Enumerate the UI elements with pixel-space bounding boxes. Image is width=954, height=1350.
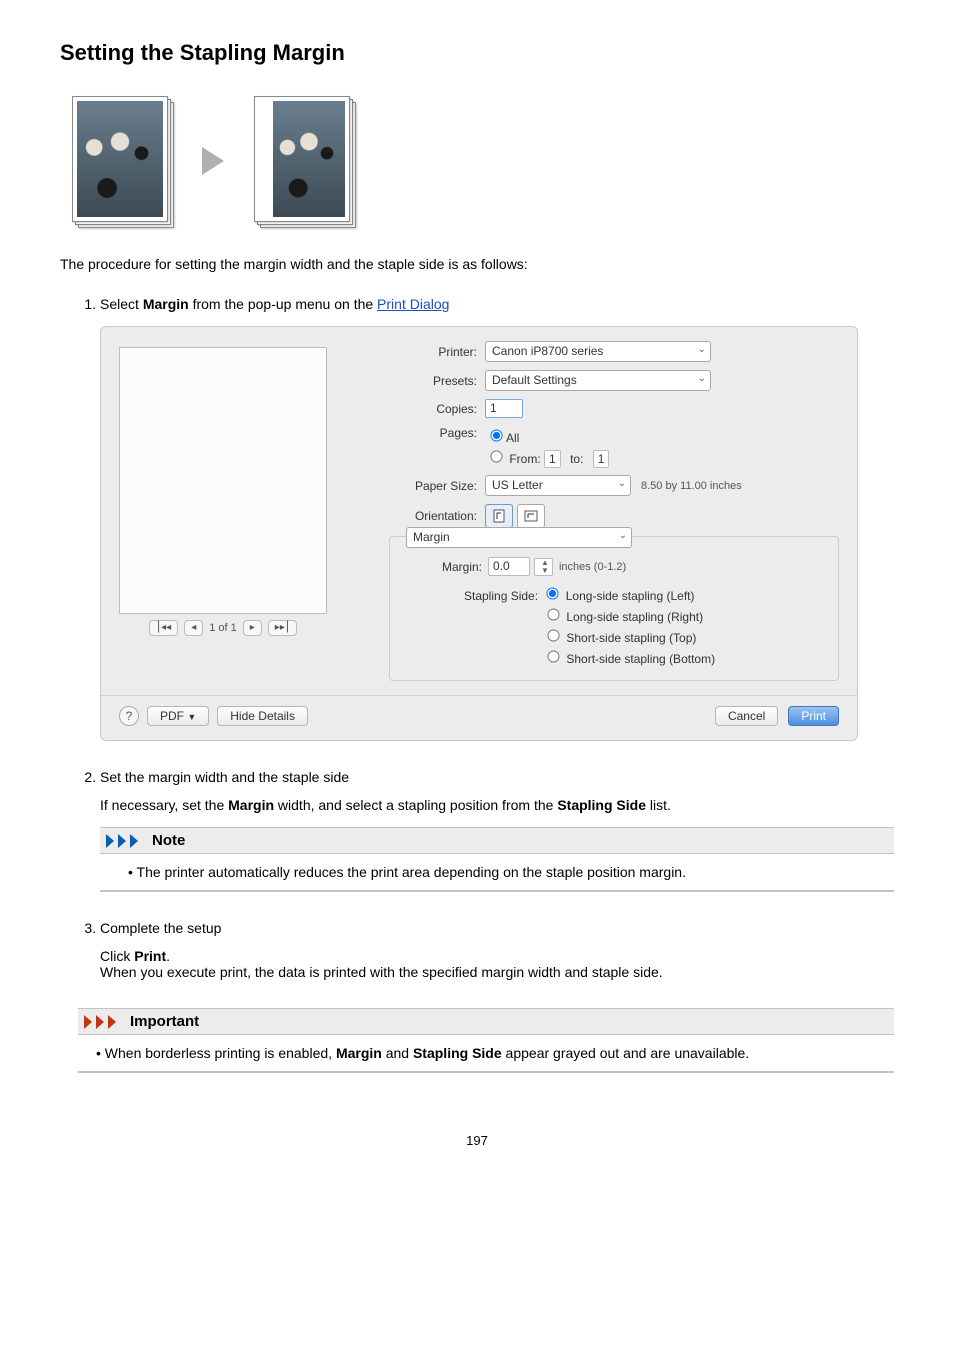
stapling-option-2-label: Short-side stapling (Top) (566, 631, 696, 645)
pager-next-button[interactable]: ▸ (243, 620, 262, 636)
note-text: The printer automatically reduces the pr… (137, 864, 686, 880)
arrow-icon (202, 147, 224, 175)
important-b1: Margin (336, 1045, 382, 1061)
from-label: From: (509, 452, 540, 466)
print-dialog-link[interactable]: Print Dialog (377, 296, 449, 312)
step3-post1: . (166, 948, 170, 964)
stapling-option-0-radio[interactable] (547, 588, 559, 600)
copies-input[interactable]: 1 (485, 399, 523, 418)
important-icon (84, 1015, 124, 1029)
step-1: Select Margin from the pop-up menu on th… (100, 296, 894, 741)
stapling-option-3-radio[interactable] (548, 651, 560, 663)
step3-b1: Print (134, 948, 166, 964)
preview-pager: ⎮◂◂ ◂ 1 of 1 ▸ ▸▸⎮ (119, 620, 327, 636)
stapling-option-0-label: Long-side stapling (Left) (566, 589, 695, 603)
pager-prev-button[interactable]: ◂ (184, 620, 203, 636)
important-callout: Important • When borderless printing is … (78, 1008, 894, 1073)
orientation-label: Orientation: (389, 509, 485, 523)
margin-input[interactable]: 0.0 (488, 557, 530, 576)
margin-units: inches (0-1.2) (559, 561, 626, 573)
step2-b2: Stapling Side (557, 797, 646, 813)
intro-text: The procedure for setting the margin wid… (60, 256, 894, 272)
important-mid: and (382, 1045, 413, 1061)
important-b2: Stapling Side (413, 1045, 502, 1061)
cancel-button[interactable]: Cancel (715, 706, 778, 726)
step1-post: from the pop-up menu on the (189, 296, 377, 312)
page-title: Setting the Stapling Margin (60, 40, 894, 66)
pager-first-button[interactable]: ⎮◂◂ (149, 620, 178, 636)
presets-label: Presets: (389, 374, 485, 388)
help-button[interactable]: ? (119, 706, 139, 726)
margin-label: Margin: (442, 560, 482, 574)
pages-label: Pages: (389, 426, 485, 440)
step1-bold: Margin (143, 296, 189, 312)
printer-select[interactable]: Canon iP8700 series (485, 341, 711, 362)
step2-mid: width, and select a stapling position fr… (274, 797, 557, 813)
stapling-option-1-label: Long-side stapling (Right) (566, 610, 703, 624)
step3-line2: When you execute print, the data is prin… (100, 964, 663, 980)
to-label: to: (570, 452, 583, 466)
print-dialog-screenshot: ⎮◂◂ ◂ 1 of 1 ▸ ▸▸⎮ Printer: Canon iP8700… (100, 326, 858, 741)
paper-size-select[interactable]: US Letter (485, 475, 631, 496)
pdf-menu-button[interactable]: PDF ▼ (147, 706, 209, 726)
section-menu-select[interactable]: Margin (406, 527, 632, 548)
step2-post: list. (646, 797, 671, 813)
printer-label: Printer: (389, 345, 485, 359)
paper-size-label: Paper Size: (389, 479, 485, 493)
stapling-option-3-label: Short-side stapling (Bottom) (566, 652, 715, 666)
note-callout: Note • The printer automatically reduces… (100, 827, 894, 892)
step2-title: Set the margin width and the staple side (100, 769, 894, 785)
step1-pre: Select (100, 296, 143, 312)
step2-pre: If necessary, set the (100, 797, 228, 813)
pager-text: 1 of 1 (209, 622, 237, 634)
intro-illustration (72, 96, 894, 226)
copies-label: Copies: (389, 402, 485, 416)
page-number: 197 (60, 1133, 894, 1148)
print-button[interactable]: Print (788, 706, 839, 726)
stapling-option-1-radio[interactable] (548, 609, 560, 621)
orientation-portrait-button[interactable] (485, 504, 513, 528)
step2-b1: Margin (228, 797, 274, 813)
important-label: Important (130, 1013, 199, 1030)
step-3: Complete the setup Click Print. When you… (100, 920, 894, 980)
step3-title: Complete the setup (100, 920, 894, 936)
before-image (72, 96, 172, 226)
hide-details-button[interactable]: Hide Details (217, 706, 308, 726)
note-label: Note (152, 832, 185, 849)
orientation-landscape-button[interactable] (517, 504, 545, 528)
stapling-side-label: Stapling Side: (464, 589, 538, 603)
margin-stepper[interactable]: ▲▼ (534, 558, 553, 576)
note-icon (106, 834, 146, 848)
paper-size-dims: 8.50 by 11.00 inches (641, 480, 742, 492)
after-image (254, 96, 354, 226)
print-preview (119, 347, 327, 614)
pager-last-button[interactable]: ▸▸⎮ (268, 620, 297, 636)
stapling-option-2-radio[interactable] (548, 630, 560, 642)
important-post: appear grayed out and are unavailable. (502, 1045, 750, 1061)
step-2: Set the margin width and the staple side… (100, 769, 894, 892)
pages-all-radio[interactable] (491, 430, 503, 442)
from-input[interactable]: 1 (544, 450, 561, 468)
important-pre: When borderless printing is enabled, (105, 1045, 336, 1061)
step3-pre: Click (100, 948, 134, 964)
pages-all-label: All (506, 431, 519, 445)
presets-select[interactable]: Default Settings (485, 370, 711, 391)
to-input[interactable]: 1 (593, 450, 610, 468)
pages-range-radio[interactable] (491, 451, 503, 463)
